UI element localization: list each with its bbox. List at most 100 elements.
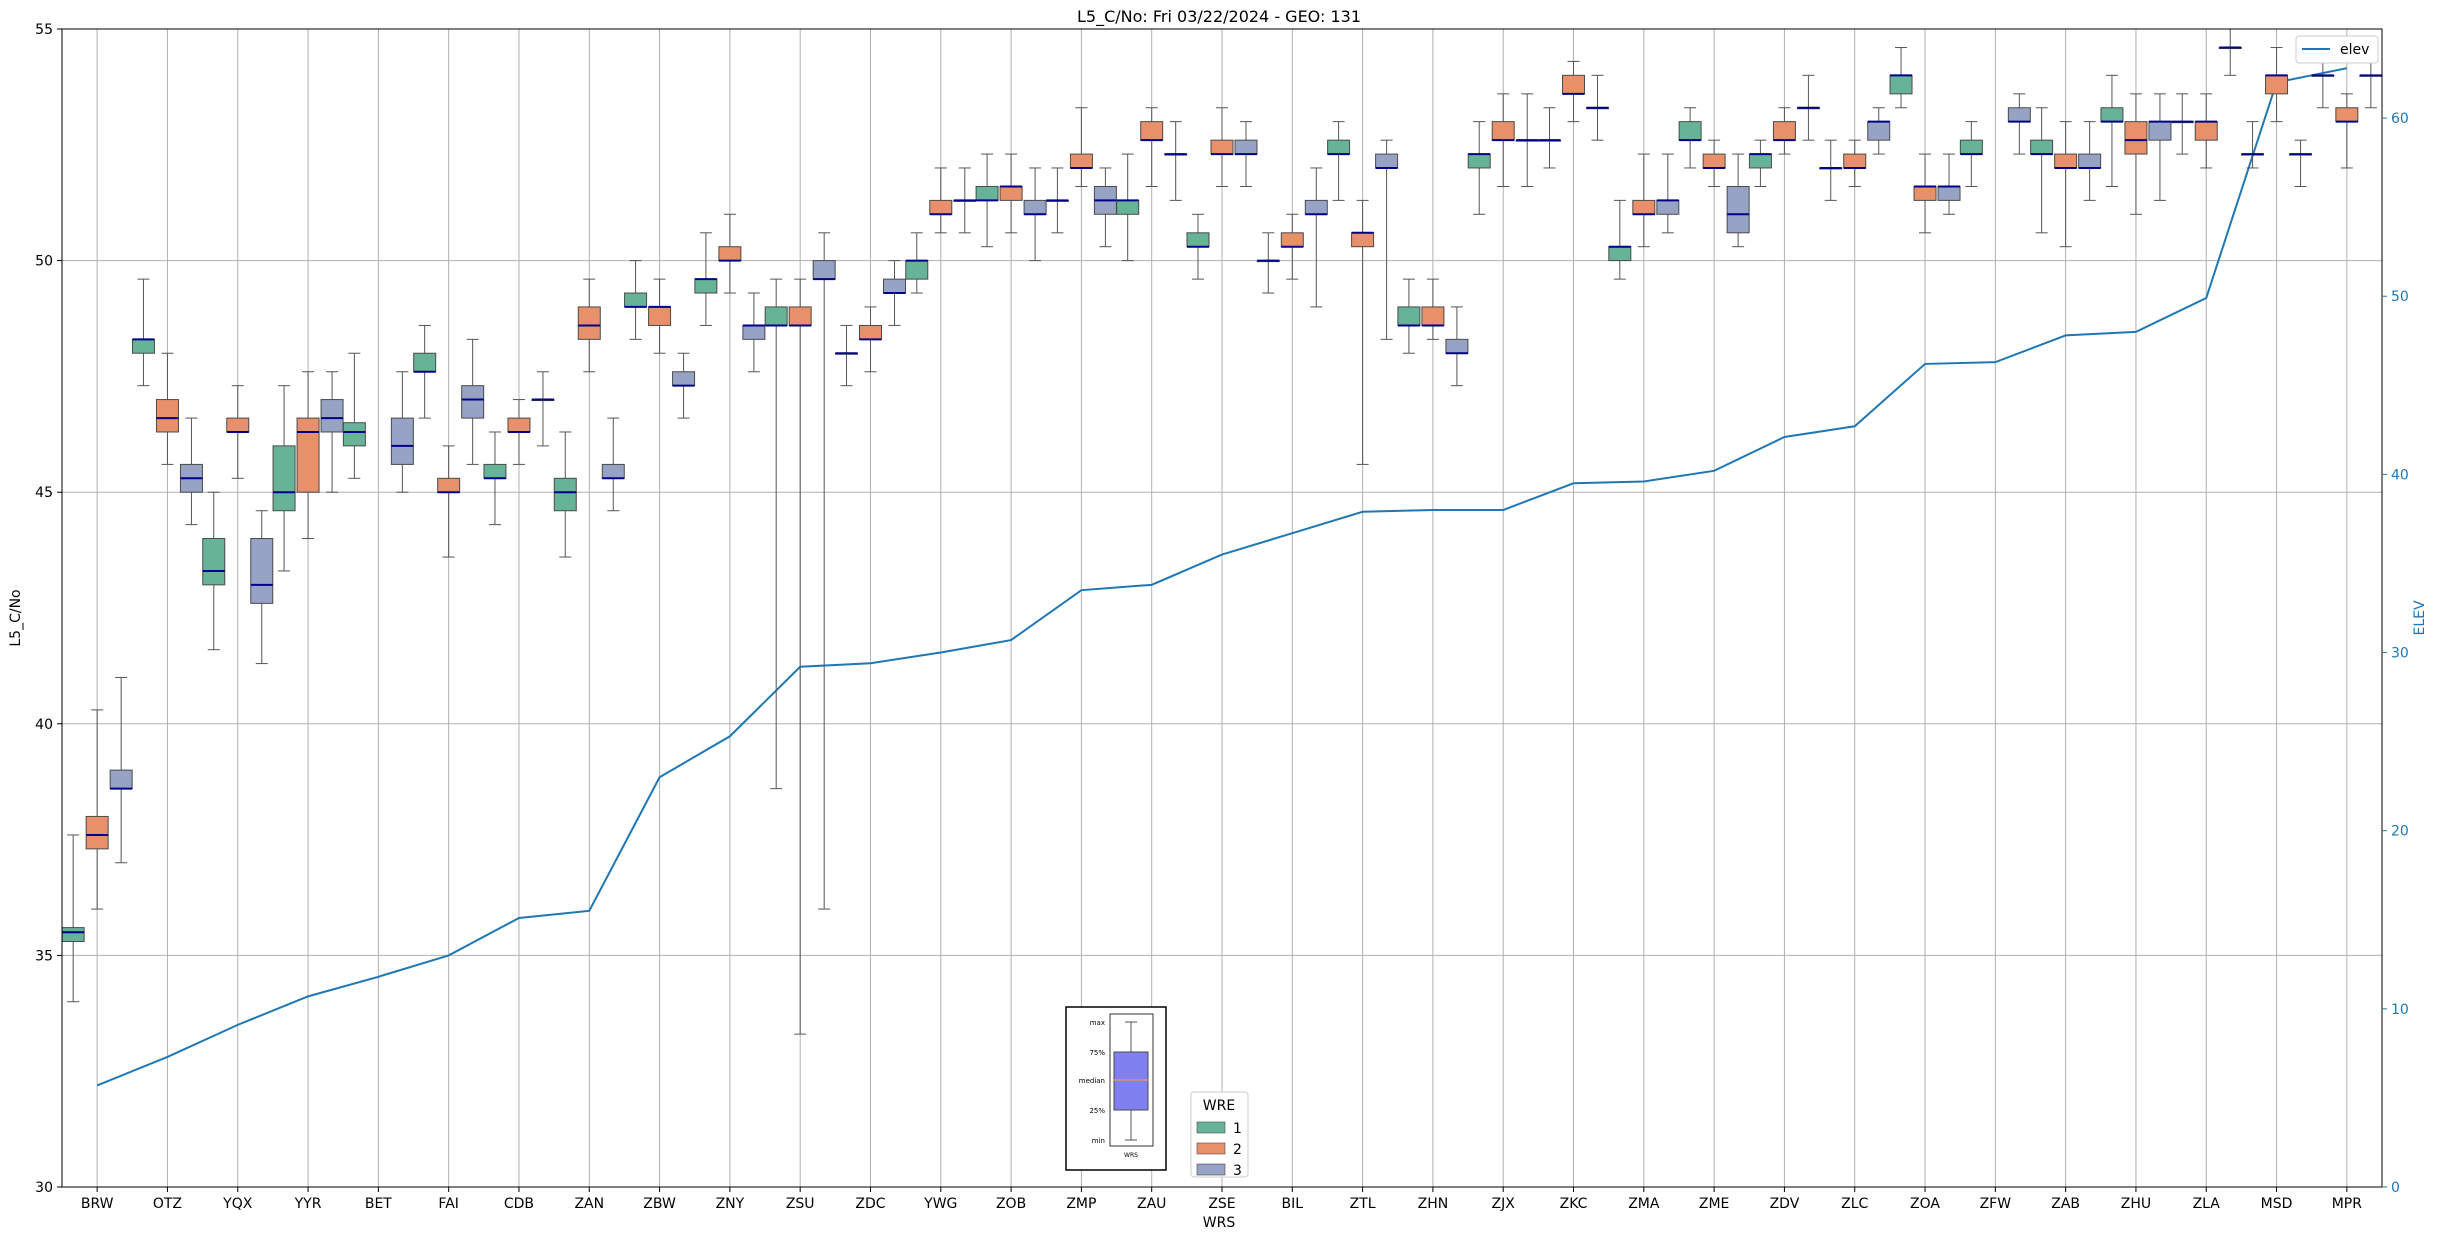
box-3 <box>531 371 555 447</box>
x-tick-label: ZNY <box>716 1196 745 1212</box>
box-2 <box>226 385 250 479</box>
legend-entry-label: 2 <box>1233 1142 1242 1158</box>
box-2 <box>1843 139 1867 187</box>
y-right-tick-label: 50 <box>2391 289 2409 305</box>
box-iqr <box>2335 107 2359 123</box>
box-3 <box>109 676 133 864</box>
box-iqr <box>1656 199 1680 215</box>
box-1 <box>2241 121 2265 169</box>
box-3 <box>601 417 625 512</box>
box-iqr <box>1280 232 1304 248</box>
x-tick-label: ZKC <box>1560 1196 1588 1212</box>
box-iqr <box>1937 185 1961 201</box>
box-iqr <box>1069 153 1093 169</box>
box-iqr <box>2030 139 2054 155</box>
box-1 <box>1186 213 1210 280</box>
box-1 <box>1608 199 1632 280</box>
y-right-tick-label: 30 <box>2391 646 2409 662</box>
box-iqr <box>2007 107 2031 123</box>
box-1 <box>553 431 577 558</box>
box-iqr <box>1913 185 1937 201</box>
box-iqr <box>437 477 461 493</box>
box-3 <box>1867 107 1891 155</box>
box-1 <box>1327 121 1351 201</box>
box-iqr <box>577 306 601 340</box>
inset-key-label: 75% <box>1089 1049 1105 1057</box>
box-1 <box>61 834 85 1003</box>
box-iqr <box>226 417 250 433</box>
box-iqr <box>2054 153 2078 169</box>
box-iqr <box>1445 338 1469 354</box>
box-3 <box>1093 167 1117 248</box>
box-2 <box>1772 107 1796 155</box>
y-tick-label: 45 <box>35 485 53 501</box>
box-iqr <box>131 338 155 354</box>
box-3 <box>953 167 977 234</box>
box-1 <box>342 352 366 479</box>
box-2 <box>788 278 812 1035</box>
box-3 <box>1726 153 1750 248</box>
box-iqr <box>975 185 999 201</box>
x-tick-label: ZJX <box>1492 1196 1516 1212</box>
box-iqr <box>1562 74 1586 95</box>
box-iqr <box>882 278 906 294</box>
box-3 <box>179 417 203 526</box>
box-iqr <box>1421 306 1445 326</box>
x-tick-label: BET <box>365 1196 392 1212</box>
box-iqr <box>2194 121 2218 141</box>
box-1 <box>905 232 929 294</box>
box-iqr <box>1116 199 1140 215</box>
y-right-tick-label: 10 <box>2391 1002 2409 1018</box>
box-1 <box>483 431 507 526</box>
box-1 <box>975 153 999 248</box>
box-iqr <box>1327 139 1351 155</box>
box-iqr <box>1632 199 1656 215</box>
box-iqr <box>61 927 85 943</box>
box-iqr <box>1726 185 1750 234</box>
elev-legend-frame <box>2295 35 2379 64</box>
box-iqr <box>812 260 836 280</box>
box-2 <box>507 399 531 465</box>
box-iqr <box>2124 121 2148 155</box>
box-1 <box>624 260 648 340</box>
box-2 <box>1562 60 1586 123</box>
box-2 <box>999 153 1023 234</box>
box-iqr <box>1772 121 1796 141</box>
box-iqr <box>1867 121 1891 141</box>
legend-swatch <box>1196 1121 1226 1134</box>
box-2 <box>1491 93 1515 187</box>
box-2 <box>1632 153 1656 248</box>
box-1 <box>1959 121 1983 187</box>
y-right-tick-label: 60 <box>2391 111 2409 127</box>
box-2 <box>1421 278 1445 340</box>
box-iqr <box>905 260 929 280</box>
box-1 <box>834 324 858 387</box>
box-1 <box>1538 107 1562 169</box>
box-3 <box>742 292 766 373</box>
box-2 <box>1280 213 1304 280</box>
box-3 <box>1796 74 1820 141</box>
x-tick-label: MSD <box>2261 1196 2293 1212</box>
box-iqr <box>507 417 531 433</box>
y-tick-label: 40 <box>35 717 53 733</box>
box-3 <box>1023 167 1047 262</box>
box-iqr <box>672 371 696 387</box>
box-2 <box>2054 121 2078 248</box>
box-1 <box>1397 278 1421 354</box>
box-iqr <box>390 417 414 465</box>
box-3 <box>1304 167 1328 308</box>
box-iqr <box>624 292 648 308</box>
box-2 <box>929 167 953 234</box>
x-tick-label: MPR <box>2332 1196 2363 1212</box>
box-2 <box>577 278 601 373</box>
box-3 <box>672 352 696 419</box>
x-tick-label: ZOB <box>996 1196 1026 1212</box>
box-1 <box>272 385 296 572</box>
x-tick-label: ZLA <box>2193 1196 2221 1212</box>
box-1 <box>1748 139 1772 187</box>
box-iqr <box>764 306 788 326</box>
x-tick-label: CDB <box>504 1196 534 1212</box>
box-iqr <box>1702 153 1726 169</box>
